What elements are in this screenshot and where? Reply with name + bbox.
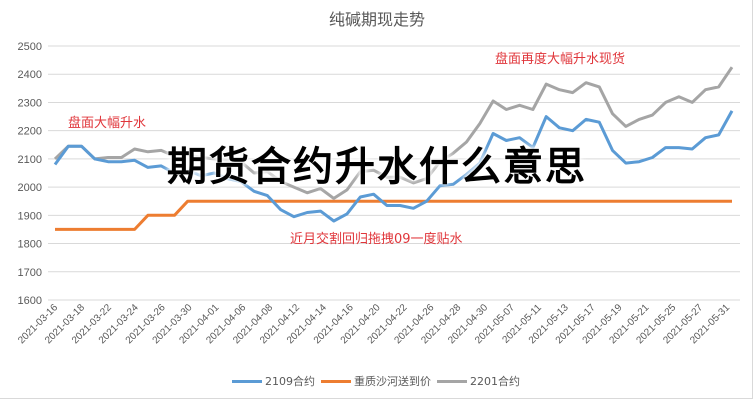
chart-legend: 2109合约 重质沙河送到价 2201合约 bbox=[232, 373, 526, 389]
annotation-discount: 近月交割回归拖拽09一度贴水 bbox=[290, 232, 463, 247]
legend-item-2109[interactable]: 2109合约 bbox=[232, 373, 315, 389]
y-tick-label: 2000 bbox=[18, 182, 42, 194]
chart-title: 纯碱期现走势 bbox=[328, 10, 425, 29]
overlay-headline: 期货合约升水什么意思 bbox=[167, 144, 587, 190]
legend-item-2201[interactable]: 2201合约 bbox=[437, 373, 520, 389]
legend-swatch-icon bbox=[321, 379, 351, 383]
y-tick-label: 2200 bbox=[18, 126, 42, 138]
y-tick-label: 1700 bbox=[18, 267, 42, 279]
y-tick-label: 2100 bbox=[18, 154, 42, 166]
series-line-0[interactable] bbox=[53, 110, 734, 223]
legend-swatch-icon bbox=[437, 379, 467, 383]
y-tick-label: 1600 bbox=[18, 295, 42, 307]
y-tick-label: 1900 bbox=[18, 210, 42, 222]
y-tick-label: 2500 bbox=[18, 41, 42, 53]
y-tick-label: 2400 bbox=[18, 69, 42, 81]
y-tick-label: 1800 bbox=[18, 239, 42, 251]
series-line-1[interactable] bbox=[55, 199, 732, 231]
legend-label: 2201合约 bbox=[470, 375, 520, 388]
y-tick-label: 2300 bbox=[18, 97, 42, 109]
series-line-2[interactable] bbox=[53, 66, 734, 200]
legend-label: 2109合约 bbox=[265, 375, 315, 388]
legend-label: 重质沙河送到价 bbox=[354, 375, 431, 388]
annotation-premium-2: 盘面再度大幅升水现货 bbox=[495, 52, 626, 67]
legend-item-spot-price[interactable]: 重质沙河送到价 bbox=[321, 373, 431, 389]
annotation-premium-1: 盘面大幅升水 bbox=[68, 116, 147, 131]
legend-swatch-icon bbox=[232, 379, 262, 383]
